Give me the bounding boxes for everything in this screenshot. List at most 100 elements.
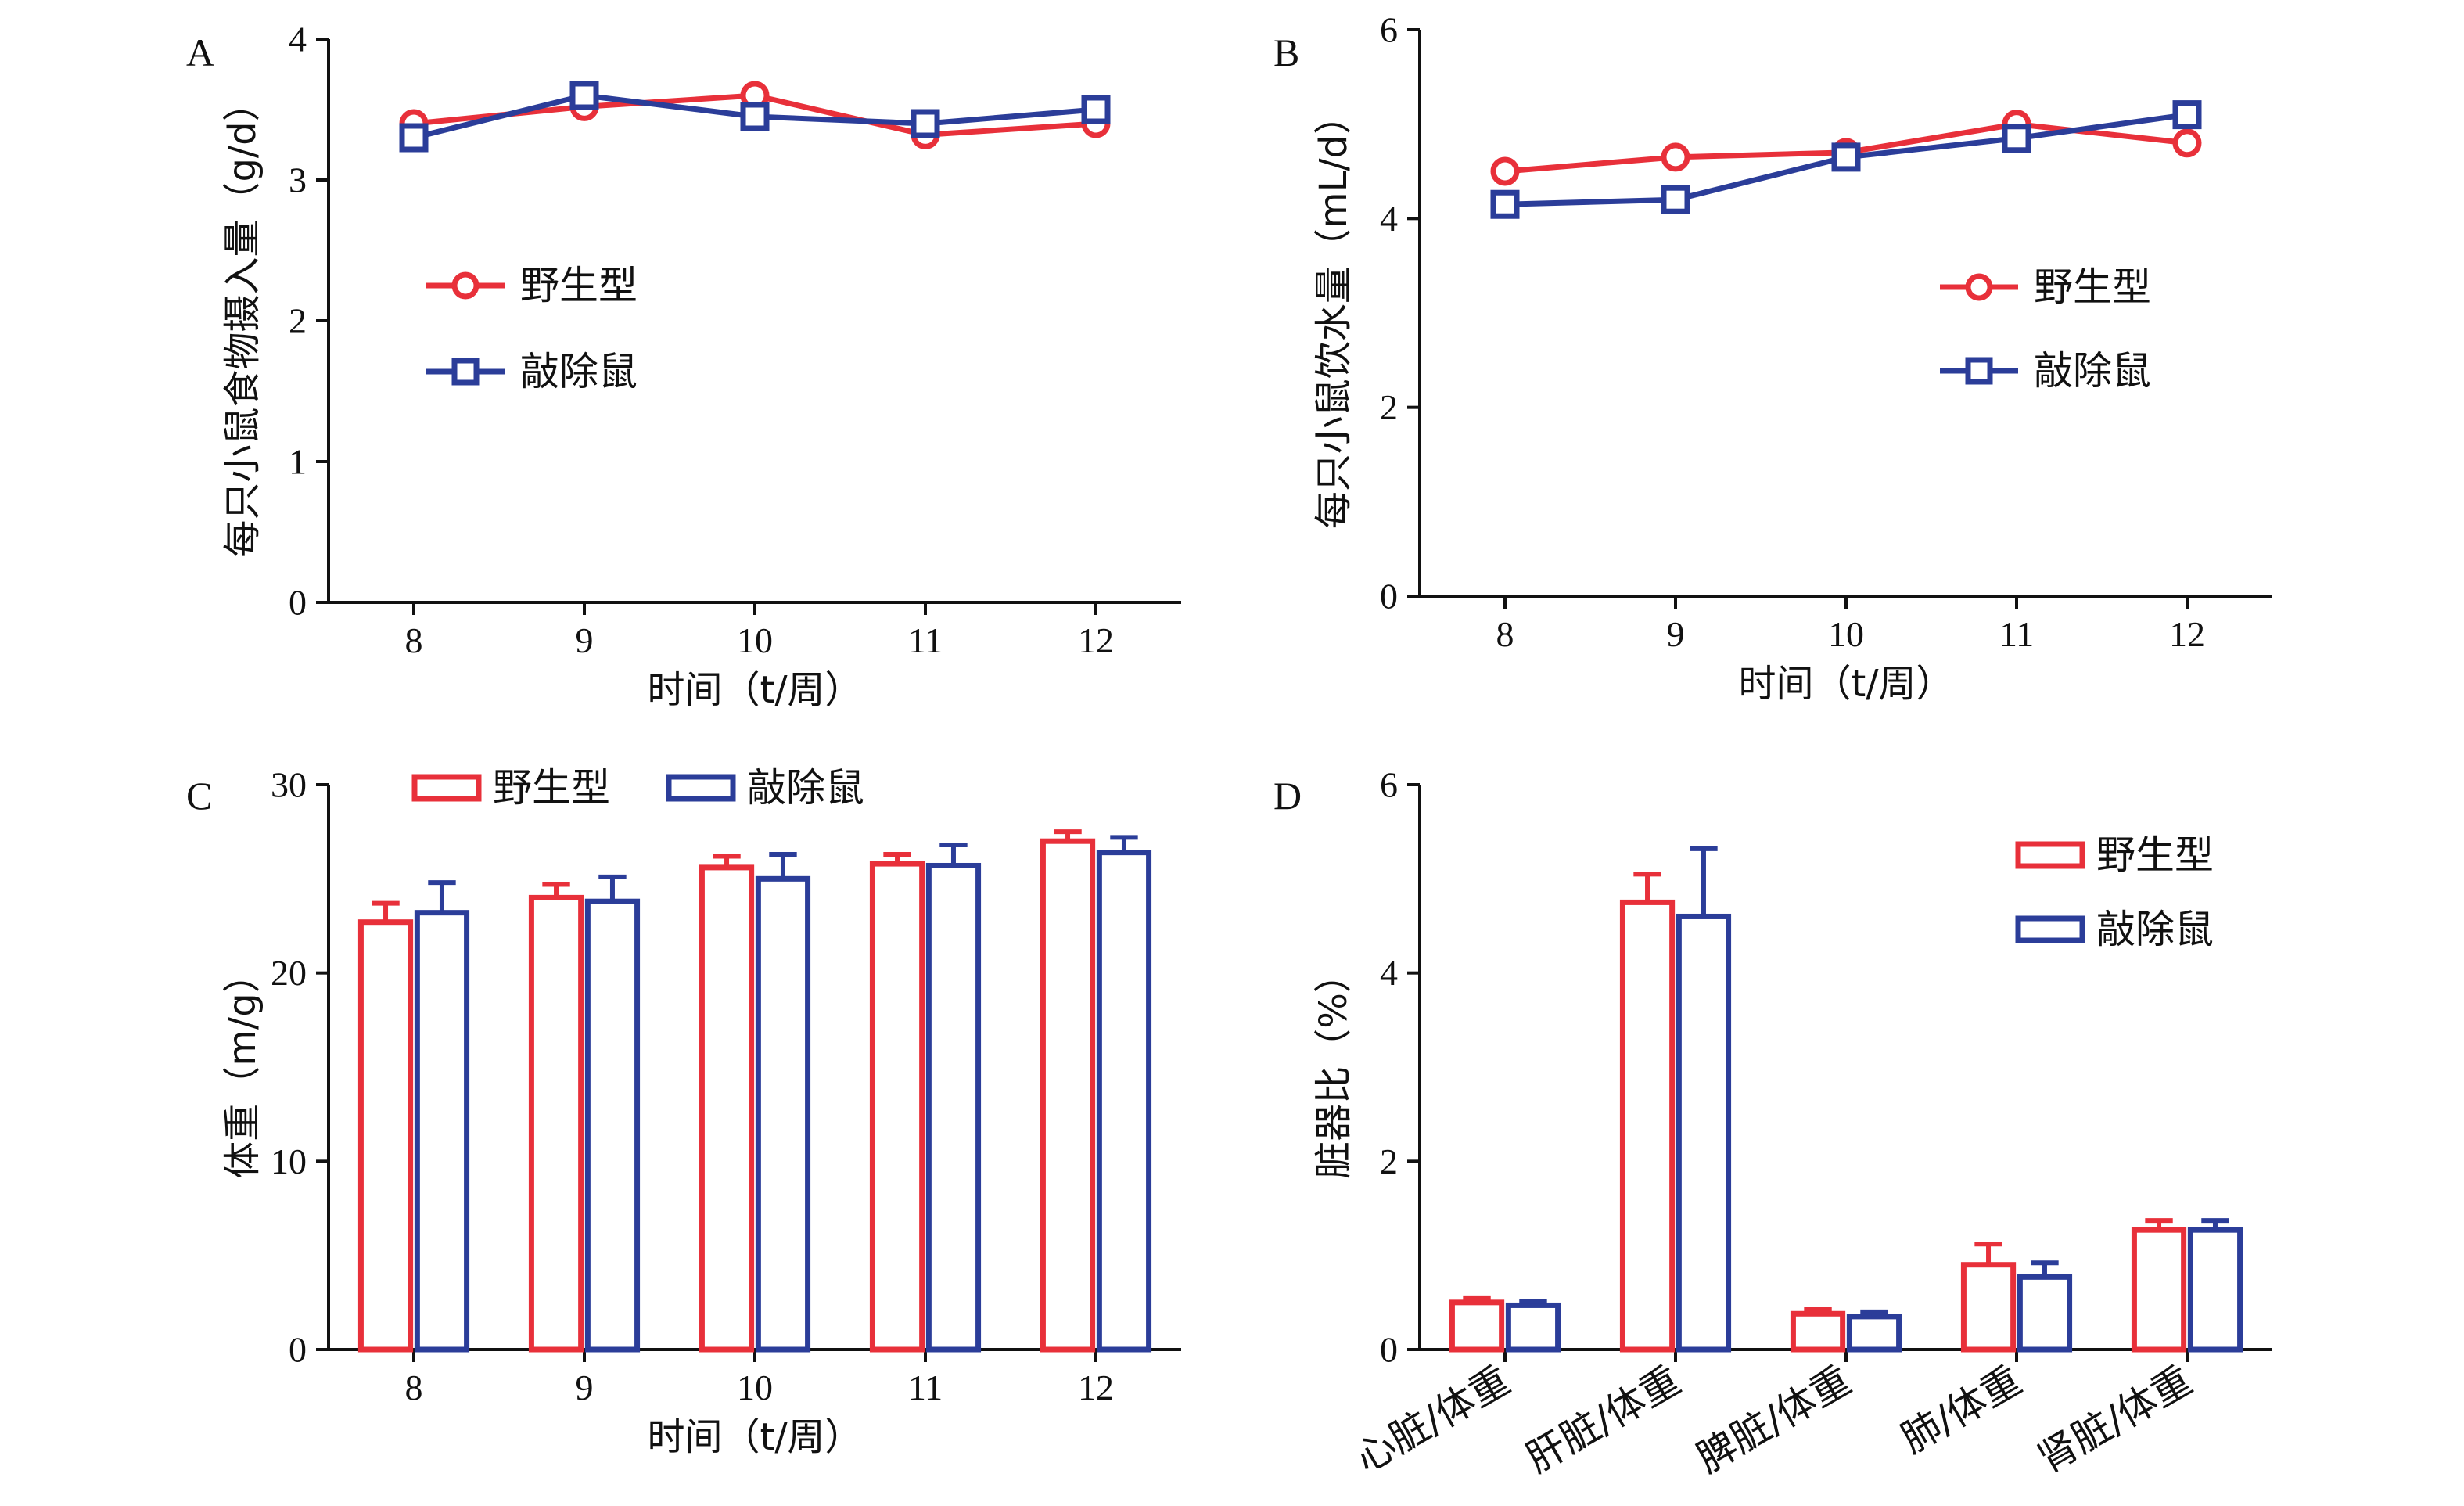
y-tick-label: 4 [1380,953,1398,993]
bar [2017,1274,2073,1353]
x-tick-label: 11 [908,1368,943,1407]
y-tick-label: 6 [1380,10,1398,50]
y-axis-title: 脏器比（%） [1312,955,1356,1179]
legend-swatch-bar [411,774,482,802]
x-tick-label: 12 [1078,1368,1114,1407]
y-tick-label: 2 [289,301,307,341]
data-point [399,123,429,153]
legend-label: 野生型 [2034,264,2151,310]
data-point [1831,142,1861,172]
x-tick-label: 11 [1999,614,2034,654]
legend-item: 野生型 [426,263,638,308]
legend-item: 野生型 [1940,264,2151,310]
legend-label: 野生型 [2096,832,2214,878]
x-tick-label: 9 [1667,614,1685,654]
x-tick-label: 肾脏/体重 [2030,1357,2200,1482]
panel-label-d: D [1273,774,1302,818]
bar [528,894,584,1353]
y-tick-label: 4 [289,20,307,59]
x-tick-label: 12 [1078,620,1114,660]
y-tick-label: 2 [1380,1141,1398,1181]
y-tick-label: 10 [271,1141,307,1181]
y-tick-label: 1 [289,442,307,482]
legend-marker [1965,273,1993,301]
legend-swatch-bar [2015,841,2085,869]
bar [1619,899,1676,1353]
panel-c: C 0 10 20 30 8 9 10 11 12 时间（t/周） 体重（m/g） 野生型 敲除鼠 [186,765,1181,1459]
y-tick-label: 0 [1380,577,1398,616]
bar [2187,1227,2243,1353]
bar [1040,838,1096,1353]
legend-label: 敲除鼠 [2034,348,2151,394]
x-tick-label: 9 [576,1368,594,1407]
bar [699,864,755,1353]
y-tick-label: 0 [1380,1330,1398,1370]
x-tick-label: 8 [1496,614,1514,654]
legend-label: 野生型 [493,765,610,811]
legend-item: 敲除鼠 [1940,348,2151,394]
x-tick-label: 心脏/体重 [1348,1357,1518,1482]
bar [755,875,811,1353]
x-tick-label: 10 [737,1368,773,1407]
x-tick-label: 10 [1828,614,1864,654]
legend: 野生型 敲除鼠 [411,765,864,811]
y-tick-label: 4 [1380,199,1398,239]
data-point [740,102,770,131]
x-tick-label: 肝脏/体重 [1518,1357,1688,1482]
y-tick-label: 20 [271,953,307,993]
bar [1790,1310,1846,1353]
x-tick-label: 12 [2169,614,2205,654]
y-axis-title: 每只小鼠食物摄入量（g/d） [221,84,264,557]
legend-label: 野生型 [520,263,638,308]
panel-d: D 0 2 4 6 心脏/体重 肝脏/体重 脾脏/体重 肺/体重 肾脏/体重 脏器比（%） 野生型敲除… [1273,765,2272,1482]
panel-label-b: B [1273,31,1299,74]
series-wildtype [1449,872,2187,1353]
data-point [2002,124,2031,153]
series-knockout [399,81,1111,153]
bar [1960,1262,2017,1353]
bar [584,898,641,1353]
legend-label: 敲除鼠 [2096,907,2214,952]
legend-item: 敲除鼠 [2015,907,2214,952]
x-axis-title: 时间（t/周） [648,668,863,712]
y-tick-label: 0 [289,1330,307,1370]
x-axis-title: 时间（t/周） [1739,662,1954,706]
legend-item: 敲除鼠 [426,349,638,394]
data-point [1490,156,1520,186]
series-knockout [1505,846,2243,1353]
bar [414,910,470,1353]
bar [2131,1227,2187,1353]
axes [1418,30,2272,598]
series-wildtype [357,829,1096,1353]
x-axis-title: 时间（t/周） [648,1415,863,1459]
data-point [1661,185,1690,214]
legend-label: 敲除鼠 [747,765,864,811]
x-tick-label: 脾脏/体重 [1689,1357,1859,1482]
x-tick-label: 9 [576,620,594,660]
series-knockout [1490,100,2202,219]
x-tick-label: 11 [908,620,943,660]
y-tick-label: 6 [1380,765,1398,805]
bar [1505,1302,1561,1353]
y-tick-label: 30 [271,765,307,805]
bar [1846,1314,1902,1353]
legend-marker [1965,357,1993,385]
bar [1096,850,1152,1353]
data-point [2172,128,2202,158]
bar [1676,913,1732,1353]
data-point [1490,189,1520,219]
legend-marker [451,358,480,386]
data-point [569,81,599,110]
legend-marker [451,271,480,300]
data-point [1081,95,1111,124]
x-tick-label: 8 [405,1368,423,1407]
legend-item: 野生型 [2015,832,2214,878]
y-tick-label: 3 [289,160,307,200]
panel-label-c: C [186,774,212,818]
